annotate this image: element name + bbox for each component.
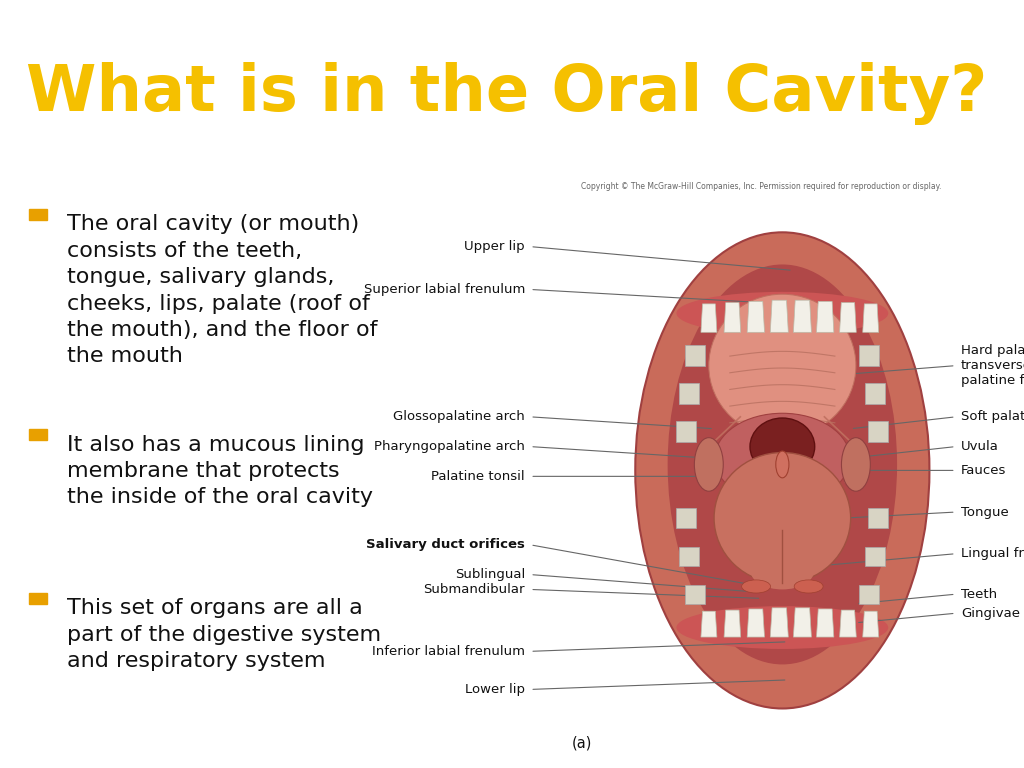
Ellipse shape (694, 438, 723, 492)
Polygon shape (677, 508, 696, 528)
Ellipse shape (751, 554, 814, 590)
Polygon shape (816, 301, 834, 333)
Text: Tongue: Tongue (961, 505, 1009, 518)
Polygon shape (794, 607, 811, 637)
Polygon shape (677, 421, 696, 442)
Polygon shape (679, 547, 699, 565)
Text: Pharyngopalatine arch: Pharyngopalatine arch (374, 440, 525, 453)
Ellipse shape (842, 438, 870, 492)
Polygon shape (859, 584, 880, 604)
Polygon shape (685, 584, 706, 604)
Polygon shape (840, 303, 856, 333)
Polygon shape (863, 304, 879, 333)
Polygon shape (794, 300, 811, 333)
Text: Soft palate: Soft palate (961, 410, 1024, 423)
Text: Superior labial frenulum: Superior labial frenulum (364, 283, 525, 296)
Polygon shape (679, 383, 699, 404)
Ellipse shape (715, 413, 850, 504)
Text: Gingivae: Gingivae (961, 607, 1020, 620)
Text: Salivary duct orifices: Salivary duct orifices (366, 538, 525, 551)
Polygon shape (748, 301, 765, 333)
Ellipse shape (677, 292, 888, 335)
Text: Uvula: Uvula (961, 440, 998, 453)
Text: (a): (a) (572, 735, 593, 750)
Text: Palatine tonsil: Palatine tonsil (431, 470, 525, 483)
Polygon shape (770, 300, 788, 333)
Polygon shape (724, 303, 740, 333)
Polygon shape (868, 508, 888, 528)
Polygon shape (748, 609, 765, 637)
Text: Glossopalatine arch: Glossopalatine arch (393, 410, 525, 423)
Text: This set of organs are all a
part of the digestive system
and respiratory system: This set of organs are all a part of the… (67, 598, 381, 671)
Ellipse shape (776, 451, 788, 478)
Ellipse shape (741, 580, 770, 593)
Ellipse shape (750, 418, 815, 475)
Ellipse shape (795, 580, 823, 593)
Text: It also has a mucous lining
membrane that protects
the inside of the oral cavity: It also has a mucous lining membrane tha… (67, 435, 373, 508)
Text: Fauces: Fauces (961, 464, 1007, 477)
Text: What is in the Oral Cavity?: What is in the Oral Cavity? (26, 61, 987, 125)
Text: Upper lip: Upper lip (464, 240, 525, 253)
Text: Sublingual: Sublingual (455, 568, 525, 581)
Polygon shape (770, 607, 788, 637)
Polygon shape (865, 383, 886, 404)
Polygon shape (701, 304, 717, 333)
Ellipse shape (709, 294, 856, 437)
Polygon shape (816, 609, 834, 637)
Bar (29, 593, 47, 604)
Text: Lingual frenulum: Lingual frenulum (961, 548, 1024, 560)
Ellipse shape (714, 452, 851, 584)
Bar (29, 209, 47, 220)
Text: The oral cavity (or mouth)
consists of the teeth,
tongue, salivary glands,
cheek: The oral cavity (or mouth) consists of t… (67, 214, 377, 366)
Bar (29, 429, 47, 440)
Ellipse shape (677, 606, 888, 649)
Polygon shape (868, 421, 888, 442)
Polygon shape (863, 611, 879, 637)
Text: Submandibular: Submandibular (424, 583, 525, 596)
Text: Teeth: Teeth (961, 588, 997, 601)
Polygon shape (865, 547, 886, 565)
Text: Lower lip: Lower lip (465, 683, 525, 696)
Polygon shape (685, 345, 706, 366)
Text: Hard palate and
transverse
palatine folds: Hard palate and transverse palatine fold… (961, 344, 1024, 387)
Text: Inferior labial frenulum: Inferior labial frenulum (372, 645, 525, 658)
Polygon shape (724, 610, 740, 637)
Ellipse shape (668, 264, 897, 664)
Ellipse shape (635, 232, 930, 708)
Polygon shape (859, 345, 880, 366)
Polygon shape (701, 611, 717, 637)
Text: Copyright © The McGraw-Hill Companies, Inc. Permission required for reproduction: Copyright © The McGraw-Hill Companies, I… (582, 182, 941, 190)
Polygon shape (840, 610, 856, 637)
